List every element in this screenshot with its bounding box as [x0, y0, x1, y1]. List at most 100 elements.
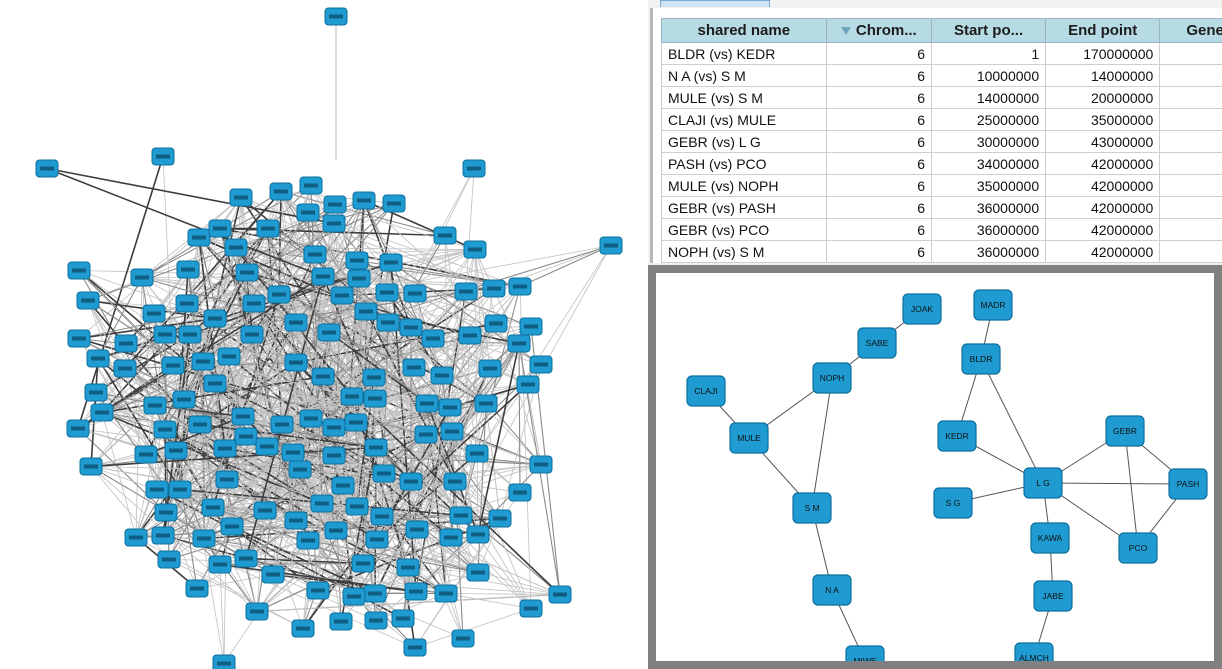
- main-network-node[interactable]: [478, 359, 502, 378]
- main-network-node[interactable]: [363, 584, 387, 603]
- main-network-node[interactable]: [234, 427, 258, 446]
- main-network-edge[interactable]: [179, 334, 191, 490]
- main-network-node[interactable]: [235, 263, 259, 282]
- main-network-node[interactable]: [288, 460, 312, 479]
- main-network-node[interactable]: [187, 228, 211, 247]
- main-network-node[interactable]: [405, 520, 429, 539]
- main-network-edge[interactable]: [90, 466, 385, 474]
- table-row[interactable]: GEBR (vs) L G6300000004300000016.9: [661, 130, 1222, 153]
- main-network-edge[interactable]: [383, 323, 497, 474]
- main-network-node[interactable]: [157, 550, 181, 569]
- main-network-edge[interactable]: [474, 249, 491, 369]
- table-row[interactable]: PASH (vs) PCO6340000004200000011.4: [661, 152, 1222, 175]
- main-network-edge[interactable]: [381, 383, 529, 518]
- main-network-node[interactable]: [256, 219, 280, 238]
- main-network-edge[interactable]: [219, 228, 312, 419]
- main-network-edge[interactable]: [299, 223, 335, 470]
- subnetwork-node[interactable]: N A: [812, 574, 852, 606]
- main-network-node[interactable]: [516, 375, 540, 394]
- main-network-edge[interactable]: [242, 416, 479, 573]
- main-network-node[interactable]: [191, 352, 215, 371]
- main-network-node[interactable]: [352, 191, 376, 210]
- table-body[interactable]: BLDR (vs) KEDR61170000000192.0N A (vs) S…: [661, 42, 1222, 263]
- main-network-node[interactable]: [134, 445, 158, 464]
- main-network-node[interactable]: [463, 240, 487, 259]
- main-network-node[interactable]: [213, 439, 237, 458]
- main-network-edge[interactable]: [245, 558, 355, 597]
- main-network-node[interactable]: [311, 267, 335, 286]
- node-shape[interactable]: [973, 289, 1013, 321]
- main-network-node[interactable]: [208, 555, 232, 574]
- subnetwork-node[interactable]: MULE: [729, 422, 769, 454]
- main-network-edge[interactable]: [414, 608, 532, 648]
- subnetwork-edge[interactable]: [1042, 482, 1189, 485]
- column-header-genetic[interactable]: Genetic...: [1159, 18, 1222, 43]
- main-network-node[interactable]: [414, 425, 438, 444]
- main-network-edge[interactable]: [162, 334, 191, 536]
- table-row[interactable]: GEBR (vs) PCO636000000420000008.4: [661, 218, 1222, 241]
- cell-shared_name[interactable]: MULE (vs) S M: [661, 86, 827, 109]
- subnetwork-node[interactable]: L G: [1023, 467, 1063, 499]
- node-shape[interactable]: [1105, 415, 1145, 447]
- main-network-node[interactable]: [351, 554, 375, 573]
- subnetwork-node[interactable]: KAWA: [1030, 522, 1070, 554]
- main-network-node[interactable]: [267, 285, 291, 304]
- main-network-node[interactable]: [234, 549, 258, 568]
- main-network-node[interactable]: [458, 326, 482, 345]
- main-network-node[interactable]: [299, 176, 323, 195]
- main-network-node[interactable]: [67, 329, 91, 348]
- cell-shared_name[interactable]: CLAJI (vs) MULE: [661, 108, 827, 131]
- main-network-node[interactable]: [391, 609, 415, 628]
- subnetwork-node[interactable]: JABE: [1033, 580, 1073, 612]
- main-network-node[interactable]: [330, 286, 354, 305]
- main-network-node[interactable]: [284, 511, 308, 530]
- main-network-edge[interactable]: [87, 300, 167, 513]
- main-network-edge[interactable]: [449, 291, 467, 408]
- main-network-edge[interactable]: [375, 407, 451, 621]
- main-network-edge[interactable]: [153, 197, 242, 314]
- main-network-node[interactable]: [176, 260, 200, 279]
- main-network-node[interactable]: [255, 437, 279, 456]
- main-network-node[interactable]: [403, 638, 427, 657]
- main-network-node[interactable]: [245, 602, 269, 621]
- node-shape[interactable]: [1023, 467, 1063, 499]
- main-network-node[interactable]: [296, 531, 320, 550]
- main-network-edge[interactable]: [235, 247, 375, 378]
- main-network-node[interactable]: [306, 581, 330, 600]
- main-network-node[interactable]: [454, 282, 478, 301]
- main-network-node[interactable]: [364, 438, 388, 457]
- main-network-node[interactable]: [344, 413, 368, 432]
- node-shape[interactable]: [686, 375, 726, 407]
- main-network-node[interactable]: [253, 501, 277, 520]
- main-network-edge[interactable]: [519, 244, 612, 288]
- main-network-node[interactable]: [482, 279, 506, 298]
- cell-start_point[interactable]: 36000000: [930, 196, 1047, 219]
- cell-shared_name[interactable]: NOPH (vs) S M: [661, 240, 827, 263]
- cell-chromosome[interactable]: 6: [825, 240, 932, 263]
- cell-chromosome[interactable]: 6: [825, 130, 932, 153]
- main-network-node[interactable]: [168, 480, 192, 499]
- main-network-node[interactable]: [508, 277, 532, 296]
- main-network-node[interactable]: [324, 7, 348, 26]
- main-network-edge[interactable]: [164, 429, 167, 513]
- main-network-node[interactable]: [281, 443, 305, 462]
- cell-genetic[interactable]: 7.5: [1159, 86, 1222, 109]
- main-network-node[interactable]: [474, 394, 498, 413]
- main-network-node[interactable]: [299, 409, 323, 428]
- main-network-edge[interactable]: [353, 311, 367, 597]
- subnetwork-node[interactable]: KEDR: [937, 420, 977, 452]
- main-network-node[interactable]: [430, 366, 454, 385]
- cell-end_point[interactable]: 170000000: [1045, 42, 1161, 65]
- main-network-edge[interactable]: [387, 322, 417, 592]
- column-header-chromosome[interactable]: Chrom...: [825, 18, 932, 43]
- main-network-edge[interactable]: [256, 431, 453, 612]
- main-network-node[interactable]: [145, 480, 169, 499]
- main-network-node[interactable]: [379, 253, 403, 272]
- cell-genetic[interactable]: 192.0: [1159, 42, 1222, 65]
- main-network-node[interactable]: [284, 353, 308, 372]
- sub-network-panel[interactable]: CLAJI MULE NOPH SABE JOAK S M N A MIWE MADR BLDR K…: [648, 265, 1222, 669]
- node-shape[interactable]: [933, 487, 973, 519]
- main-network-node[interactable]: [340, 387, 364, 406]
- main-network-edge[interactable]: [145, 334, 166, 455]
